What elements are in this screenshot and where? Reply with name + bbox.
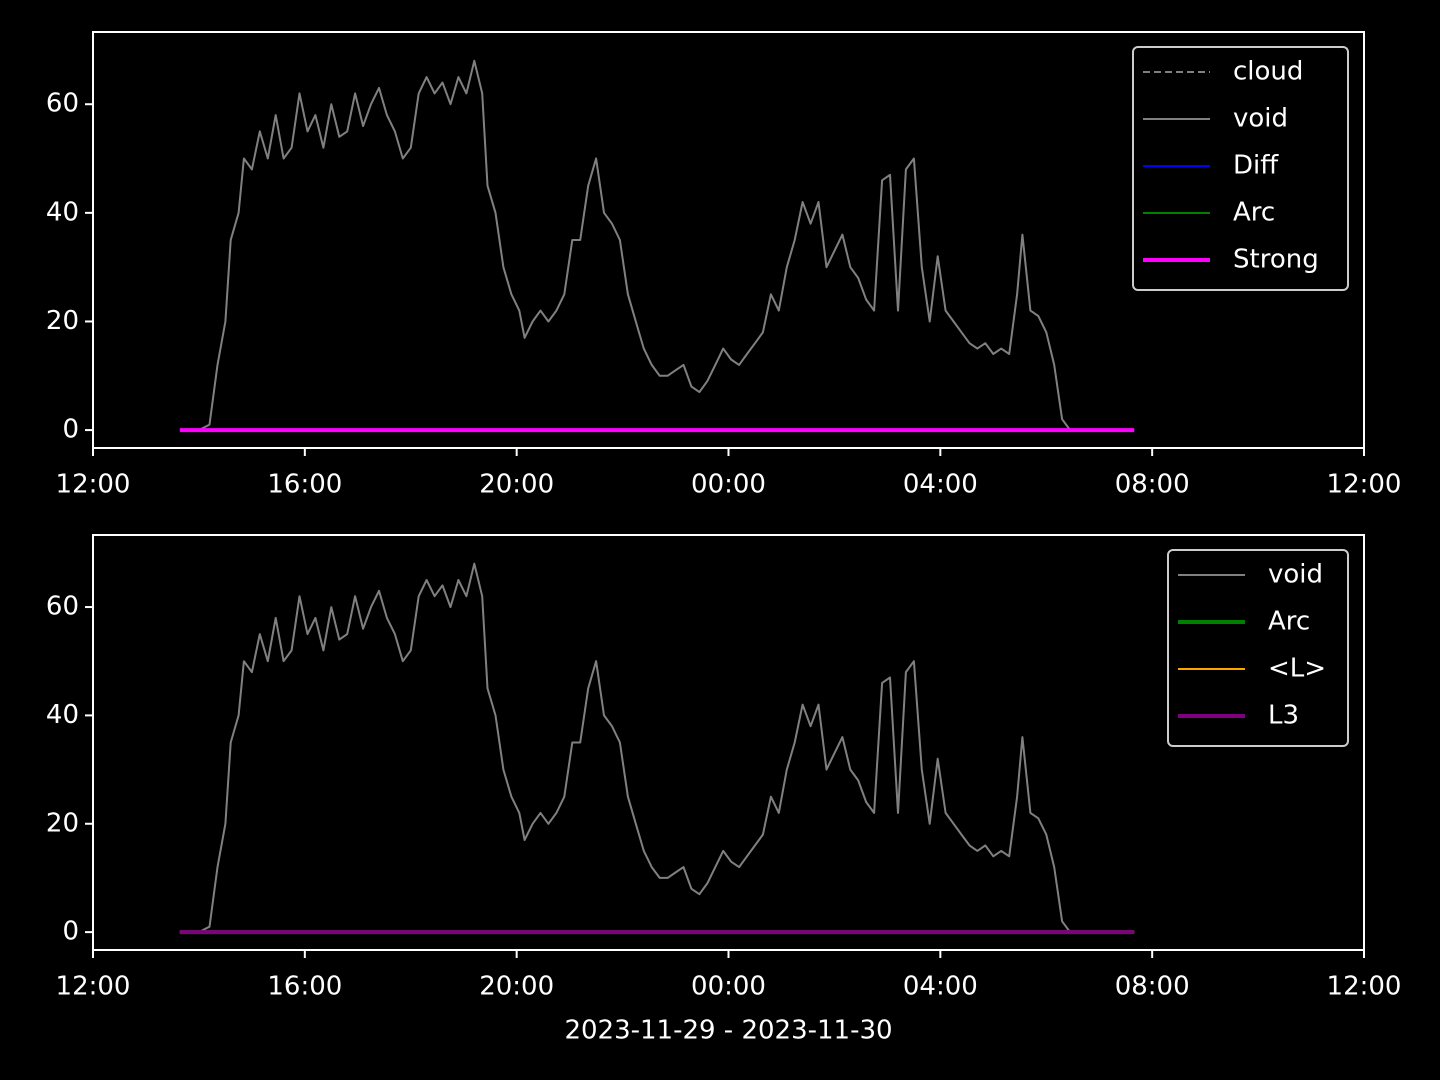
x-tick-label: 20:00: [479, 972, 554, 1002]
x-tick-label: 12:00: [56, 972, 131, 1002]
x-tick-label: 04:00: [903, 470, 978, 500]
series-line: [179, 562, 1135, 934]
axes-frame: [92, 31, 1365, 449]
series-line: [179, 59, 1135, 432]
legend-label: Arc: [1233, 198, 1275, 228]
y-tick-label: 0: [62, 917, 79, 947]
y-tick-label: 40: [46, 700, 79, 730]
x-tick-label: 12:00: [1327, 470, 1402, 500]
legend-label: void: [1233, 104, 1288, 134]
x-tick-label: 04:00: [903, 972, 978, 1002]
legend-label: Strong: [1233, 245, 1319, 275]
x-tick-label: 00:00: [691, 972, 766, 1002]
x-tick-label: 12:00: [56, 470, 131, 500]
x-tick-label: 16:00: [267, 972, 342, 1002]
legend-box: [1132, 46, 1349, 291]
axes-frame: [92, 534, 1365, 951]
x-tick-label: 16:00: [267, 470, 342, 500]
legend-label: <L>: [1268, 654, 1326, 684]
legend-label: cloud: [1233, 57, 1303, 87]
legend-label: Diff: [1233, 151, 1279, 181]
y-tick-label: 0: [62, 415, 79, 445]
x-tick-label: 12:00: [1327, 972, 1402, 1002]
y-tick-label: 60: [46, 89, 79, 119]
y-tick-label: 40: [46, 197, 79, 227]
legend-label: Arc: [1268, 607, 1310, 637]
x-axis-label: 2023-11-29 - 2023-11-30: [564, 1016, 892, 1046]
legend-label: L3: [1268, 701, 1299, 731]
y-tick-label: 60: [46, 592, 79, 622]
x-tick-label: 08:00: [1115, 470, 1190, 500]
y-tick-label: 20: [46, 306, 79, 336]
y-tick-label: 20: [46, 808, 79, 838]
x-tick-label: 08:00: [1115, 972, 1190, 1002]
legend-label: void: [1268, 560, 1323, 590]
x-tick-label: 20:00: [479, 470, 554, 500]
legend-box: [1167, 549, 1349, 747]
x-tick-label: 00:00: [691, 470, 766, 500]
